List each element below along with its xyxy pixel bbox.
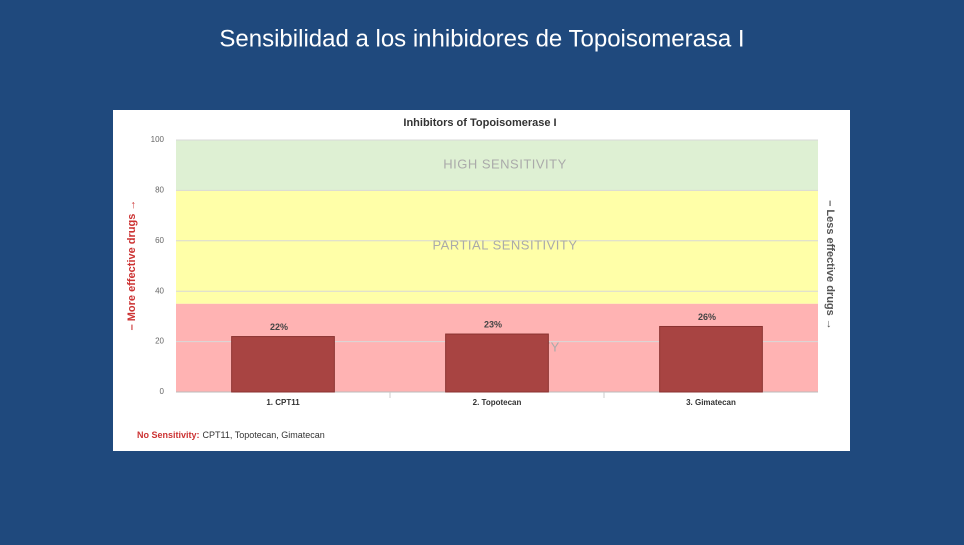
value-label: 23%: [484, 319, 502, 329]
y-tick-label: 40: [155, 286, 164, 295]
chart-title: Inhibitors of Topoisomerase I: [403, 117, 556, 129]
bar: [659, 325, 763, 393]
footnote: No Sensitivity: CPT11, Topotecan, Gimatec…: [137, 430, 325, 440]
y-label-left: – More effective drugs →: [126, 200, 138, 331]
footnote-text: CPT11, Topotecan, Gimatecan: [203, 430, 325, 440]
x-tick-label: 2. Topotecan: [473, 398, 522, 407]
y-tick-label: 100: [151, 135, 165, 144]
value-label: 26%: [698, 312, 716, 322]
bar: [231, 336, 335, 393]
value-label: 22%: [270, 322, 288, 332]
x-tick-label: 3. Gimatecan: [686, 398, 736, 407]
y-tick-label: 20: [155, 337, 164, 346]
sensitivity-band: [176, 140, 818, 191]
bar: [445, 333, 549, 393]
y-label-right: – Less effective drugs →: [824, 200, 836, 330]
y-tick-label: 80: [155, 186, 164, 195]
band-label: PARTIAL SENSITIVITY: [432, 237, 577, 252]
y-tick-label: 0: [160, 387, 165, 396]
band-label: HIGH SENSITIVITY: [443, 156, 567, 171]
sensitivity-band: [176, 190, 818, 304]
x-tick-label: 1. CPT11: [266, 398, 300, 407]
slide-title: Sensibilidad a los inhibidores de Topois…: [219, 25, 744, 52]
y-tick-label: 60: [155, 236, 164, 245]
footnote-label: No Sensitivity:: [137, 430, 200, 440]
